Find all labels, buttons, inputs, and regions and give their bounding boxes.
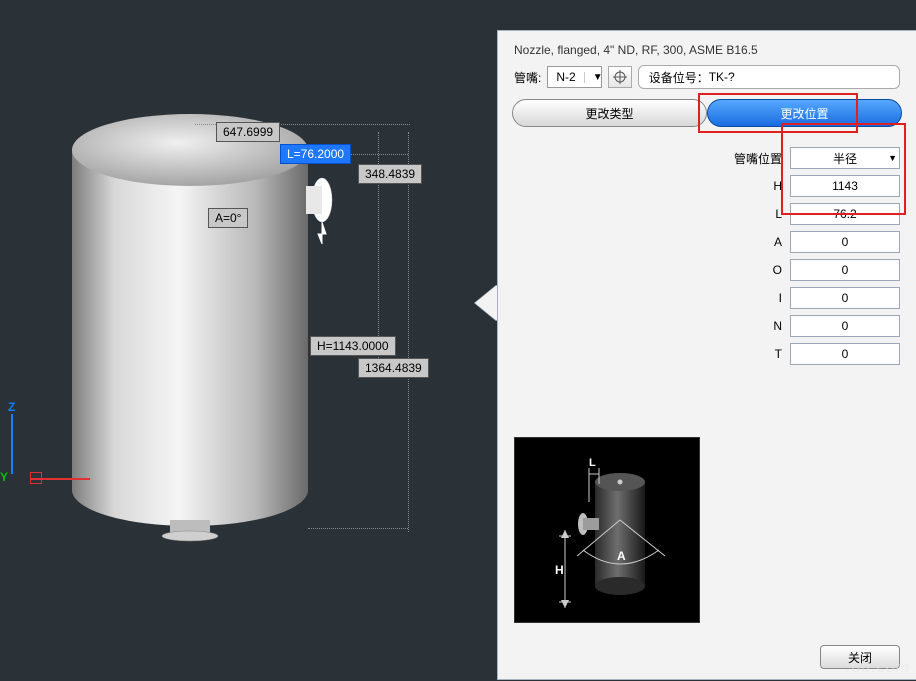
dim-label-H: H=1143.0000 (310, 336, 396, 356)
dim-label-top: 647.6999 (216, 122, 280, 142)
field-input-A[interactable] (790, 231, 900, 253)
preview-A-label: A (617, 549, 626, 563)
dim-label-348: 348.4839 (358, 164, 422, 184)
field-input-O[interactable] (790, 259, 900, 281)
panel-pointer-icon (475, 285, 497, 321)
tank-drawing (0, 0, 420, 600)
dim-label-L[interactable]: L=76.2000 (280, 144, 351, 164)
dim-line-v2 (408, 132, 409, 532)
field-label-H: H (736, 179, 782, 193)
preview-H-label: H (555, 563, 564, 577)
field-label-A: A (736, 235, 782, 249)
axis-z-label: Z (8, 400, 15, 474)
change-position-button[interactable]: 更改位置 (707, 99, 902, 127)
field-label-L: L (736, 207, 782, 221)
pos-select[interactable]: 半径 ▼ (790, 147, 900, 169)
preview-thumbnail: A H L (514, 437, 700, 623)
chevron-down-icon: ▼ (888, 153, 897, 163)
pos-select-value: 半径 (833, 150, 857, 167)
field-input-N[interactable] (790, 315, 900, 337)
field-label-T: T (736, 347, 782, 361)
field-input-T[interactable] (790, 343, 900, 365)
chevron-down-icon: ▼ (584, 72, 601, 83)
device-id-field[interactable]: 设备位号： TK-? (638, 65, 900, 89)
dim-line-h2 (308, 528, 408, 529)
dim-label-A: A=0° (208, 208, 248, 228)
axis-x-line (30, 478, 90, 480)
device-id-label: 设备位号： (649, 69, 709, 86)
nozzle-select[interactable]: N-2 ▼ (547, 66, 601, 88)
field-label-I: I (736, 291, 782, 305)
change-type-button[interactable]: 更改类型 (512, 99, 707, 127)
dim-label-1364: 1364.4839 (358, 358, 429, 378)
field-input-I[interactable] (790, 287, 900, 309)
target-icon (613, 70, 627, 84)
locate-icon-button[interactable] (608, 66, 632, 88)
panel-title: Nozzle, flanged, 4" ND, RF, 300, ASME B1… (498, 31, 916, 65)
properties-panel: Nozzle, flanged, 4" ND, RF, 300, ASME B1… (497, 30, 916, 680)
preview-L-label: L (589, 457, 596, 469)
pos-label: 管嘴位置 (734, 150, 782, 167)
field-label-N: N (736, 319, 782, 333)
field-input-L[interactable] (790, 203, 900, 225)
nozzle-select-value: N-2 (548, 70, 583, 84)
axis-y-label: Y (0, 470, 8, 484)
field-input-H[interactable] (790, 175, 900, 197)
field-label-O: O (736, 263, 782, 277)
device-id-value: TK-? (709, 70, 735, 84)
nozzle-label: 管嘴: (514, 69, 541, 86)
watermark: .du.com (846, 659, 910, 677)
